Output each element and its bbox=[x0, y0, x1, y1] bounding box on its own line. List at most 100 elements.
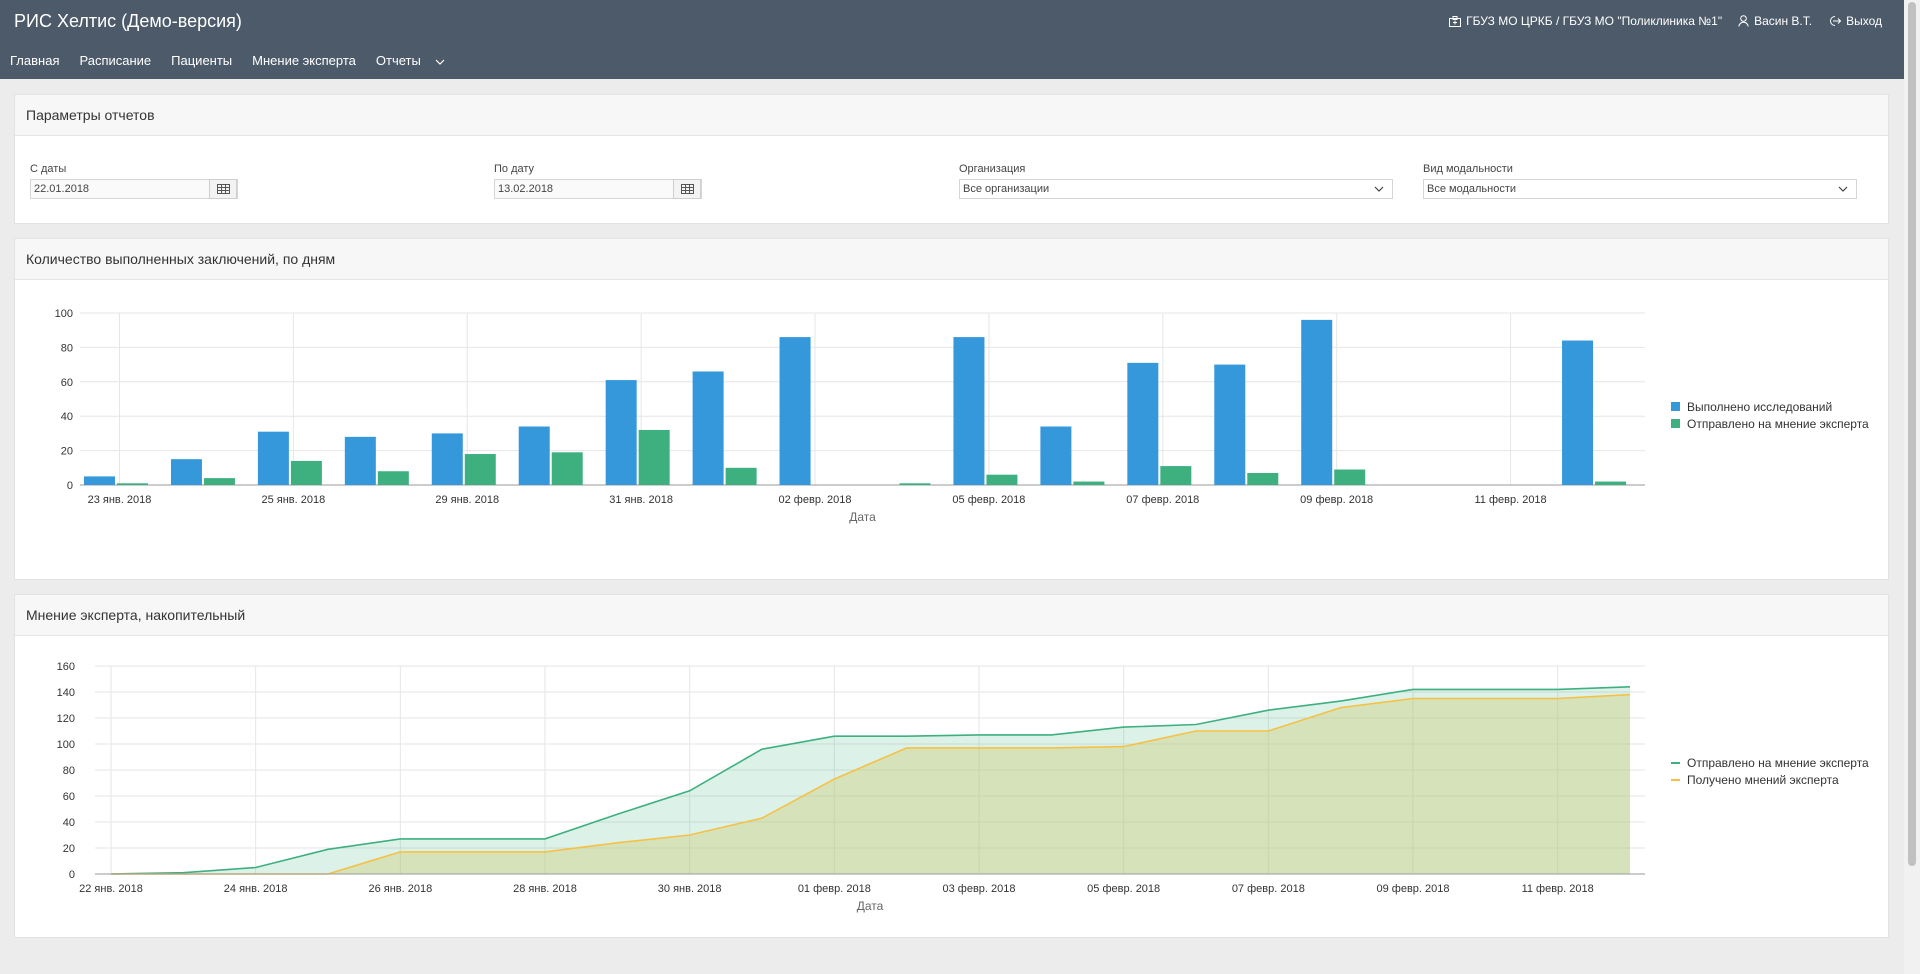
bar bbox=[605, 380, 637, 485]
main-nav: Главная Расписание Пациенты Мнение экспе… bbox=[10, 53, 445, 68]
bar bbox=[203, 478, 235, 485]
x-tick-label: 05 февр. 2018 bbox=[952, 494, 1025, 506]
chevron-down-icon bbox=[1374, 186, 1384, 192]
y-tick-label: 60 bbox=[61, 377, 73, 389]
bar bbox=[1040, 426, 1072, 485]
scrollbar-thumb[interactable] bbox=[1908, 2, 1916, 866]
cumulative-chart: 0 20 40 60 80 100 120 140 160 22 янв. 2018 24 янв.… bbox=[57, 661, 1645, 913]
bar bbox=[290, 460, 322, 485]
bar bbox=[1214, 364, 1246, 485]
legend-swatch bbox=[1671, 419, 1680, 428]
x-tick-label: 09 февр. 2018 bbox=[1376, 883, 1449, 895]
cumulative-chart-legend: Отправлено на мнение эксперта Получено м… bbox=[1671, 754, 1869, 788]
logout-icon bbox=[1830, 16, 1842, 26]
calendar-icon bbox=[216, 184, 230, 194]
date-from-field: С даты 22.01.2018 bbox=[30, 163, 238, 199]
date-from-input[interactable]: 22.01.2018 bbox=[30, 179, 238, 199]
legend-item[interactable]: Выполнено исследований bbox=[1671, 398, 1869, 415]
nav-item-expert-opinion[interactable]: Мнение эксперта bbox=[252, 53, 356, 68]
y-tick-label: 40 bbox=[63, 817, 75, 829]
legend-label: Отправлено на мнение эксперта bbox=[1687, 416, 1869, 431]
page-scrollbar[interactable] bbox=[1904, 0, 1920, 974]
logout-button[interactable]: Выход bbox=[1828, 14, 1882, 28]
x-tick-label: 05 февр. 2018 bbox=[1087, 883, 1160, 895]
y-tick-label: 80 bbox=[61, 342, 73, 354]
x-tick-label: 07 февр. 2018 bbox=[1232, 883, 1305, 895]
date-from-label: С даты bbox=[30, 163, 67, 175]
bar bbox=[1073, 481, 1105, 485]
organization-selector[interactable]: ГБУЗ МО ЦРКБ / ГБУЗ МО "Поликлиника №1" bbox=[1449, 14, 1722, 28]
date-from-calendar-button[interactable] bbox=[209, 179, 237, 199]
nav-item-schedule[interactable]: Расписание bbox=[79, 53, 152, 68]
y-tick-label: 80 bbox=[63, 765, 75, 777]
date-to-value: 13.02.2018 bbox=[498, 183, 554, 195]
bar bbox=[344, 436, 376, 485]
date-from-value: 22.01.2018 bbox=[34, 183, 90, 195]
date-to-calendar-button[interactable] bbox=[673, 179, 701, 199]
bar bbox=[1127, 362, 1159, 485]
x-tick-label: 31 янв. 2018 bbox=[609, 494, 673, 506]
legend-item[interactable]: Отправлено на мнение эксперта bbox=[1671, 415, 1869, 432]
y-tick-label: 100 bbox=[55, 308, 73, 320]
bar bbox=[638, 429, 670, 485]
legend-item[interactable]: Получено мнений эксперта bbox=[1671, 771, 1869, 788]
modality-field: Вид модальности Все модальности bbox=[1423, 163, 1857, 199]
y-tick-label: 0 bbox=[67, 480, 73, 492]
organization-select[interactable]: Все организации bbox=[959, 179, 1393, 199]
app-header: РИС Хелтис (Демо-версия) ГБУЗ МО ЦРКБ / … bbox=[0, 0, 1904, 79]
bar bbox=[899, 483, 931, 485]
x-tick-label: 22 янв. 2018 bbox=[79, 883, 143, 895]
x-tick-label: 07 февр. 2018 bbox=[1126, 494, 1199, 506]
y-tick-label: 0 bbox=[69, 869, 75, 881]
y-tick-label: 140 bbox=[57, 687, 75, 699]
organization-label: Организация bbox=[959, 163, 1026, 175]
hospital-icon bbox=[1449, 15, 1462, 27]
logout-label: Выход bbox=[1846, 14, 1882, 28]
bar bbox=[725, 467, 757, 485]
x-tick-label: 09 февр. 2018 bbox=[1300, 494, 1373, 506]
header-right: ГБУЗ МО ЦРКБ / ГБУЗ МО "Поликлиника №1" … bbox=[1449, 14, 1882, 28]
legend-label: Выполнено исследований bbox=[1687, 399, 1833, 414]
modality-label: Вид модальности bbox=[1423, 163, 1513, 175]
y-tick-label: 160 bbox=[57, 661, 75, 673]
date-to-label: По дату bbox=[494, 163, 535, 175]
bar bbox=[1334, 469, 1366, 485]
bar bbox=[1562, 340, 1594, 485]
y-tick-label: 20 bbox=[63, 843, 75, 855]
x-tick-label: 29 янв. 2018 bbox=[435, 494, 499, 506]
nav-item-patients[interactable]: Пациенты bbox=[171, 53, 233, 68]
x-tick-label: 23 янв. 2018 bbox=[88, 494, 152, 506]
bar bbox=[170, 459, 202, 485]
bar bbox=[1247, 472, 1279, 485]
legend-label: Отправлено на мнение эксперта bbox=[1687, 755, 1869, 770]
bar bbox=[1595, 481, 1627, 485]
daily-reports-chart: 0 20 40 60 80 100 23 янв. 2018 25 янв. 2018 29 я… bbox=[55, 308, 1645, 524]
legend-item[interactable]: Отправлено на мнение эксперта bbox=[1671, 754, 1869, 771]
x-tick-label: 25 янв. 2018 bbox=[261, 494, 325, 506]
x-tick-label: 03 февр. 2018 bbox=[942, 883, 1015, 895]
bar bbox=[257, 431, 289, 485]
organization-field: Организация Все организации bbox=[959, 163, 1393, 199]
legend-swatch bbox=[1671, 402, 1680, 411]
organization-value: Все организации bbox=[963, 183, 1050, 195]
series-area bbox=[111, 694, 1630, 874]
user-menu[interactable]: Васин В.Т. bbox=[1738, 14, 1812, 28]
nav-item-reports[interactable]: Отчеты bbox=[375, 53, 421, 68]
nav-item-home[interactable]: Главная bbox=[10, 53, 60, 68]
series-area bbox=[111, 686, 1630, 874]
app-title: РИС Хелтис (Демо-версия) bbox=[14, 11, 242, 31]
nav-more-dropdown[interactable] bbox=[435, 53, 445, 68]
modality-value: Все модальности bbox=[1427, 183, 1517, 195]
x-tick-label: 01 февр. 2018 bbox=[798, 883, 871, 895]
date-to-input[interactable]: 13.02.2018 bbox=[494, 179, 702, 199]
date-to-field: По дату 13.02.2018 bbox=[494, 163, 702, 199]
x-axis-label: Дата bbox=[849, 510, 876, 524]
bar bbox=[692, 371, 724, 485]
bar bbox=[986, 474, 1018, 485]
calendar-icon bbox=[680, 184, 694, 194]
bar bbox=[431, 433, 463, 485]
modality-select[interactable]: Все модальности bbox=[1423, 179, 1857, 199]
y-tick-label: 20 bbox=[61, 446, 73, 458]
cumulative-chart-title: Мнение эксперта, накопительный bbox=[15, 595, 1888, 636]
legend-line-swatch bbox=[1671, 761, 1680, 764]
